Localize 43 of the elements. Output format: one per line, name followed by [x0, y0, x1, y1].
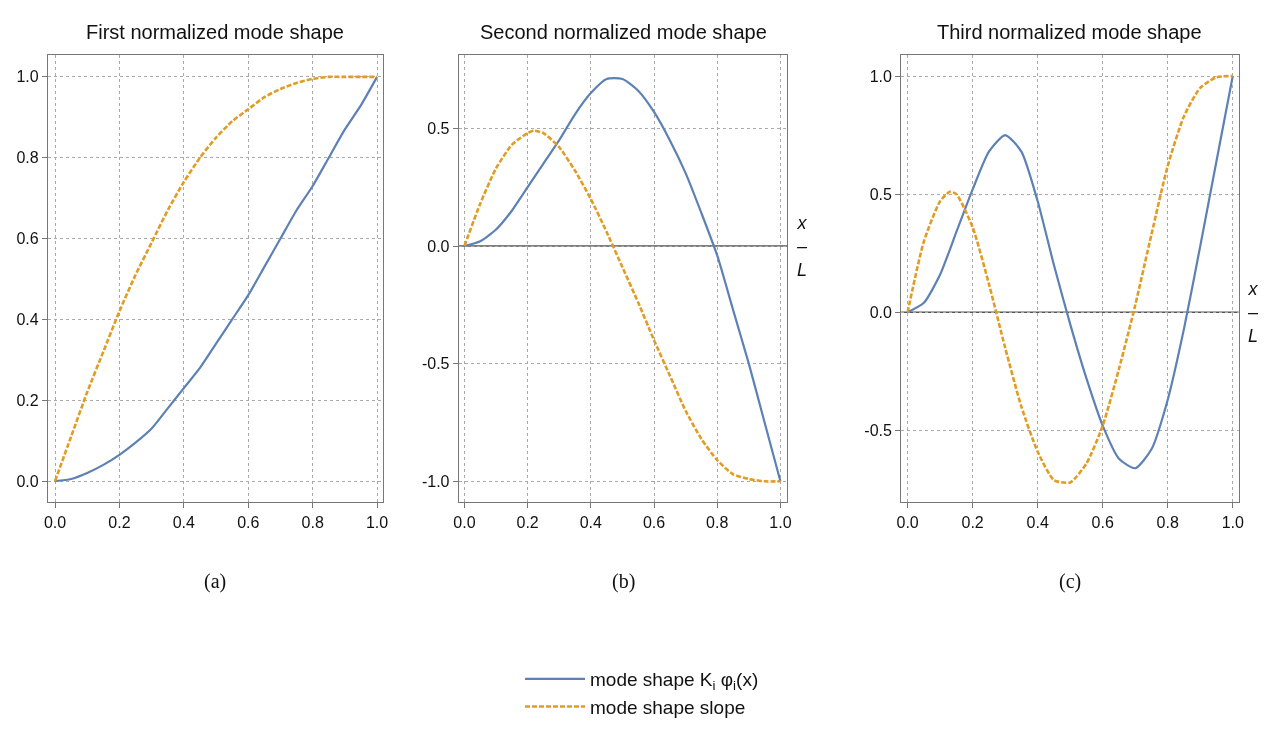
y-tick-label: 0.6 [16, 230, 39, 248]
x-tick-label: 0.6 [1091, 513, 1114, 531]
x-tick-label: 0.4 [579, 513, 603, 531]
y-tick-label: 0.0 [16, 472, 39, 490]
x-axis-title: x – L [796, 213, 808, 280]
legend-label: mode shape K$_{i}$ φ$_{i}$(x) [590, 669, 759, 694]
y-tick-label: 0.5 [869, 185, 893, 203]
y-tick-label: -0.5 [864, 422, 893, 440]
x-tick-label: 0.2 [108, 513, 131, 531]
x-tick-label: 0.6 [642, 513, 666, 531]
y-tick-label: 1.0 [16, 68, 39, 86]
x-tick-label: 0.2 [516, 513, 539, 531]
chart-title: Second normalized mode shape [480, 21, 767, 43]
x-tick-label: 0.6 [237, 513, 260, 531]
x-tick-label: 0.0 [453, 513, 476, 531]
x-tick-label: 0.8 [706, 513, 729, 531]
y-tick-label: 1.0 [869, 67, 893, 85]
chart-title: Third normalized mode shape [937, 21, 1202, 43]
x-tick-label: 1.0 [769, 513, 792, 531]
x-tick-label: 0.8 [301, 513, 324, 531]
y-tick-label: 0.0 [427, 237, 450, 255]
text: (a) [204, 570, 227, 593]
x-tick-label: 0.2 [961, 513, 984, 531]
y-tick-label: 0.0 [869, 303, 893, 321]
text: (c) [1059, 570, 1082, 593]
x-tick-label: 0.8 [1156, 513, 1179, 531]
x-tick-label: 1.0 [1221, 513, 1244, 531]
y-tick-label: 0.2 [16, 391, 39, 409]
x-tick-label: 0.4 [172, 513, 196, 531]
text: (b) [612, 570, 636, 593]
x-tick-label: 0.0 [43, 513, 67, 531]
x-axis-title: x – L [1247, 279, 1259, 346]
y-tick-label: 0.4 [16, 311, 39, 328]
y-tick-label: -0.5 [421, 355, 450, 373]
y-tick-label: 0.8 [16, 149, 39, 167]
y-tick-label: 0.5 [427, 120, 450, 137]
x-tick-label: 0.4 [1026, 513, 1049, 531]
x-tick-label: 1.0 [365, 513, 389, 531]
x-tick-label: 0.0 [896, 513, 919, 531]
legend-label: mode shape slope [590, 696, 746, 718]
chart-title: First normalized mode shape [86, 21, 344, 43]
y-tick-label: -1.0 [421, 472, 450, 490]
line-series [53, 75, 379, 483]
